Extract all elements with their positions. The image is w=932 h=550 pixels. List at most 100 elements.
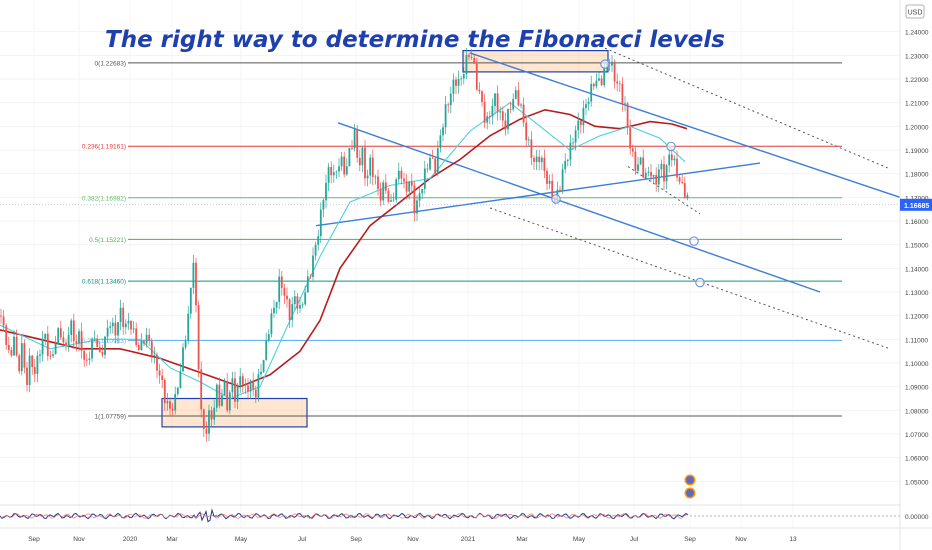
marker-circle	[695, 277, 705, 288]
candle-body	[371, 157, 374, 177]
time-tick-label: Jul	[298, 536, 307, 543]
price-tick-label: 1.11000	[905, 337, 928, 344]
candle-body	[507, 109, 509, 130]
candle-body	[15, 336, 18, 356]
candle-body	[75, 341, 78, 344]
time-axis[interactable]: Sep Nov 2020 Mar May Jul Sep Nov 2021 Mar May Jul Se…	[0, 527, 932, 543]
price-tick-label: 1.07000	[905, 432, 929, 439]
candle-body	[96, 338, 99, 347]
current-price-label: 1.16685	[904, 203, 929, 210]
candle-body	[322, 200, 325, 210]
time-tick-label: 2020	[123, 536, 138, 543]
candle-body	[384, 182, 387, 191]
candle-body	[179, 371, 182, 388]
candle-body	[52, 354, 54, 356]
candle-body	[150, 340, 153, 357]
price-tick-label: 1.24000	[905, 30, 929, 37]
candle-body	[57, 328, 60, 345]
indicator-pane: 0.00000	[0, 474, 929, 523]
candle-body	[270, 313, 273, 335]
candle-body	[405, 181, 408, 192]
candle-body	[369, 157, 372, 176]
candle-body	[434, 158, 437, 174]
candle-body	[647, 171, 650, 173]
candle-body	[67, 334, 70, 346]
candle-body	[491, 105, 494, 117]
candle-body	[631, 148, 634, 152]
candle-body	[13, 336, 15, 356]
candle-body	[228, 392, 231, 411]
moving-averages	[0, 102, 688, 400]
candle-body	[54, 344, 57, 355]
time-tick-label: Mar	[166, 536, 178, 543]
event-icon-inner	[686, 489, 694, 497]
fib-level-label: 0.786(1.10953)	[82, 338, 126, 345]
candle-body	[390, 200, 392, 202]
candle-body	[153, 355, 156, 357]
candle-body	[579, 120, 582, 126]
candle-body	[325, 182, 327, 201]
candle-body	[598, 78, 600, 81]
price-tick-label: 1.06000	[905, 456, 929, 463]
candle-body	[642, 157, 645, 178]
candle-body	[267, 334, 270, 341]
candle-body	[637, 164, 639, 171]
candle-body	[176, 387, 179, 395]
price-tick-label: 1.12000	[905, 314, 929, 321]
candles	[0, 48, 689, 442]
candle-body	[156, 355, 158, 371]
candle-body	[572, 142, 574, 144]
price-tick-label: 1.16000	[905, 219, 929, 226]
time-tick-label: Sep	[350, 536, 362, 543]
candle-body	[184, 340, 187, 348]
candle-body	[652, 174, 655, 177]
candle-body	[501, 111, 504, 121]
candle-body	[431, 157, 434, 159]
currency-badge[interactable]: USD	[905, 4, 925, 19]
time-tick-label: Mar	[516, 536, 528, 543]
candle-body	[275, 302, 278, 308]
candle-body	[132, 328, 135, 330]
candle-body	[634, 151, 637, 171]
price-tick-label: 1.20000	[905, 124, 929, 131]
candle-body	[382, 182, 385, 201]
price-tick-label: 1.09000	[905, 385, 929, 392]
marker-circle	[600, 59, 610, 69]
candle-body	[590, 83, 593, 102]
candle-body	[410, 181, 413, 186]
candle-body	[317, 236, 320, 245]
candle-body	[650, 171, 652, 177]
candle-body	[327, 166, 330, 183]
candle-body	[387, 190, 390, 202]
candle-body	[197, 305, 200, 370]
candle-body	[457, 78, 460, 86]
price-tick-label: 1.23000	[905, 53, 929, 60]
candle-body	[421, 189, 424, 194]
candle-body	[288, 299, 291, 320]
candle-body	[226, 381, 229, 411]
candle-body	[621, 83, 624, 104]
candle-body	[137, 344, 140, 351]
grid	[0, 0, 900, 528]
candle-body	[314, 244, 317, 256]
candle-body	[111, 322, 114, 327]
moving-average-line	[0, 108, 688, 388]
candle-body	[2, 316, 5, 326]
price-tick-label: 1.22000	[905, 77, 929, 84]
candle-body	[452, 79, 455, 94]
candle-body	[182, 347, 184, 372]
candle-body	[639, 157, 642, 165]
candle-body	[444, 104, 447, 128]
candle-body	[26, 367, 28, 385]
price-tick-label: 1.05000	[905, 479, 929, 486]
candle-body	[332, 172, 335, 176]
candle-body	[36, 355, 39, 374]
candle-body	[161, 375, 164, 381]
candle-body	[564, 160, 567, 170]
candle-body	[166, 401, 169, 404]
candle-body	[319, 209, 322, 237]
fib-level-label: 0(1.22683)	[95, 60, 126, 67]
candle-body	[392, 199, 395, 201]
